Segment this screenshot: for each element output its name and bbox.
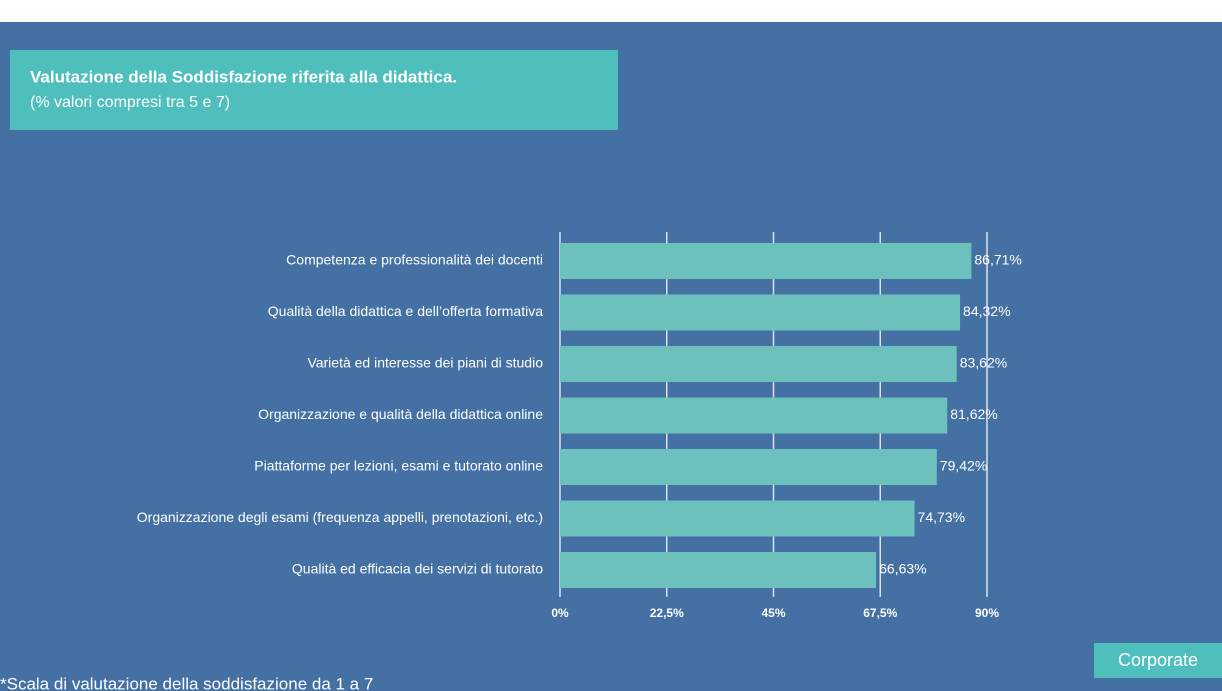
bar <box>560 243 972 279</box>
bar <box>560 397 948 434</box>
value-label: 83,62% <box>960 355 1007 371</box>
y-tick-label: Qualità ed efficacia dei servizi di tuto… <box>292 561 543 577</box>
corporate-label[interactable]: Corporate <box>1118 650 1198 670</box>
bar <box>560 552 877 588</box>
value-label: 79,42% <box>940 458 987 474</box>
footnote: *Scala di valutazione della soddisfazion… <box>0 674 373 691</box>
bar <box>560 346 957 382</box>
y-tick-label: Competenza e professionalità dei docenti <box>286 252 543 268</box>
y-tick-label: Organizzazione degli esami (frequenza ap… <box>137 509 543 525</box>
value-label: 86,71% <box>974 252 1021 268</box>
x-tick-label: 67,5% <box>863 606 897 620</box>
y-tick-label: Varietà ed interesse dei piani di studio <box>307 355 543 371</box>
x-tick-label: 90% <box>975 606 999 620</box>
value-label: 66,63% <box>879 561 926 577</box>
x-tick-label: 0% <box>551 606 569 620</box>
y-tick-label: Organizzazione e qualità della didattica… <box>258 406 543 422</box>
bar <box>560 449 937 485</box>
chart-subtitle: (% valori compresi tra 5 e 7) <box>30 94 230 111</box>
value-label: 84,32% <box>963 303 1010 319</box>
value-label: 74,73% <box>918 509 965 525</box>
x-tick-label: 22,5% <box>650 606 684 620</box>
corporate-button[interactable] <box>1094 643 1222 678</box>
bar <box>560 294 961 331</box>
title-box <box>10 50 618 130</box>
chart-title: Valutazione della Soddisfazione riferita… <box>30 67 457 86</box>
x-tick-label: 45% <box>761 606 785 620</box>
y-tick-label: Qualità della didattica e dell’offerta f… <box>268 303 543 319</box>
y-tick-label: Piattaforme per lezioni, esami e tutorat… <box>254 458 543 474</box>
value-label: 81,62% <box>950 406 997 422</box>
bar <box>560 500 915 537</box>
